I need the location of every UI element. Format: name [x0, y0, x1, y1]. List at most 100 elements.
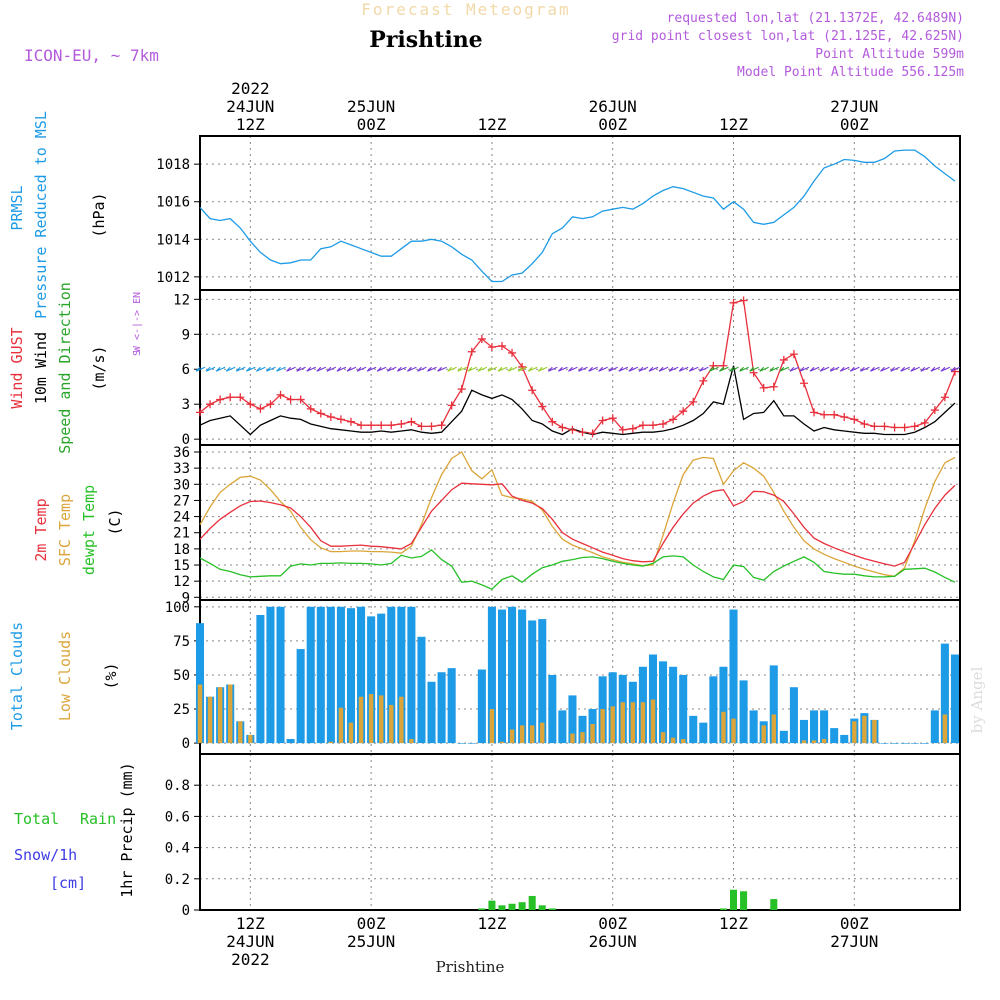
compass-south: S	[132, 350, 143, 356]
wind-direction-arrow	[396, 366, 407, 372]
temp-2m-line	[199, 482, 956, 567]
bottom-time-label: 27JUN	[830, 932, 878, 951]
temp-sfc-label: SFC Temp	[56, 494, 74, 566]
total-cloud-bar	[548, 674, 557, 744]
low-cloud-bar	[731, 718, 736, 744]
low-cloud-bar	[771, 714, 776, 744]
total-cloud-bar	[769, 665, 778, 744]
wind-unit: (m/s)	[90, 345, 108, 390]
wind-direction-arrow	[356, 366, 367, 372]
total-cloud-bar	[930, 710, 939, 744]
wind-direction-arrow	[537, 366, 548, 372]
gust-marker	[326, 413, 335, 422]
wind-direction-arrow	[729, 366, 739, 372]
wind-direction-arrow	[437, 366, 447, 372]
total-cloud-bar	[538, 619, 547, 744]
gust-marker	[920, 418, 929, 427]
precip-rain-label: Rain	[80, 810, 116, 828]
low-cloud-bar	[489, 709, 495, 744]
gust-marker	[860, 420, 869, 429]
rain-bar	[538, 905, 546, 910]
top-time-label: 25JUN	[347, 97, 395, 116]
wind-direction-arrow	[940, 366, 951, 372]
wind-direction-arrow	[870, 366, 880, 372]
gust-marker	[719, 361, 728, 370]
total-cloud-bar	[367, 616, 376, 744]
gust-marker	[568, 425, 577, 434]
total-cloud-bar	[457, 743, 466, 744]
gust-marker	[608, 414, 617, 423]
wind-10m-line	[199, 365, 956, 436]
total-cloud-bar	[739, 680, 748, 744]
low-cloud-bar	[217, 687, 223, 744]
wind-direction-arrow	[618, 366, 629, 372]
low-cloud-bar	[650, 699, 656, 744]
wind-direction-arrow	[306, 366, 316, 372]
top-time-label: 00Z	[840, 115, 869, 134]
wind-direction-arrow	[235, 366, 246, 372]
sfc-temp-line	[199, 451, 956, 577]
low-cloud-bar	[640, 702, 646, 744]
gust-marker	[387, 421, 396, 430]
total-cloud-bar	[326, 606, 335, 744]
total-cloud-bar	[377, 613, 386, 744]
wind-direction-arrow	[568, 366, 578, 372]
gust-marker	[266, 400, 275, 409]
pressure-unit: (hPa)	[90, 192, 108, 237]
total-cloud-bar	[306, 606, 315, 744]
gust-marker	[196, 408, 204, 417]
pressure-line	[199, 149, 956, 283]
total-cloud-bar	[447, 668, 456, 744]
low-cloud-bar	[399, 696, 404, 744]
low-cloud-bar	[519, 725, 525, 744]
dewpt-line	[199, 549, 956, 590]
low-cloud-bar	[570, 733, 575, 744]
model-label: ICON-EU, ~ 7km	[24, 46, 159, 65]
gust-marker	[709, 361, 718, 370]
wind-direction-arrow	[215, 366, 226, 372]
wind-direction-arrow	[769, 366, 780, 372]
y-tick-label: 36	[173, 445, 190, 461]
top-time-label: 24JUN	[226, 97, 274, 116]
low-cloud-bar	[389, 704, 394, 744]
compass-axis: W <-|-> E	[132, 298, 143, 352]
total-cloud-bar	[890, 743, 899, 744]
gust-marker	[830, 410, 839, 419]
total-cloud-bar	[497, 609, 507, 744]
low-cloud-bar	[821, 739, 827, 744]
wind-dir-label: Speed and Direction	[56, 282, 74, 454]
low-cloud-bar	[509, 729, 515, 744]
gust-marker	[558, 423, 567, 432]
wind-direction-arrow	[658, 366, 669, 372]
clouds-low-label: Low Clouds	[56, 631, 74, 721]
total-cloud-bar	[789, 687, 798, 744]
grid-lonlat: grid point closest lon,lat (21.125E, 42.…	[612, 29, 964, 44]
total-cloud-bar	[427, 681, 436, 744]
gust-marker	[840, 413, 849, 422]
wind-direction-arrow	[920, 366, 931, 372]
total-cloud-bar	[346, 608, 356, 744]
total-cloud-bar	[578, 715, 587, 744]
gust-marker	[588, 429, 597, 438]
precip-cm-label: [cm]	[50, 874, 86, 892]
gust-marker	[648, 421, 657, 430]
bottom-time-label: 25JUN	[347, 932, 395, 951]
gust-marker	[316, 409, 325, 418]
gust-marker	[477, 334, 486, 343]
y-tick-label: 18	[173, 542, 190, 558]
total-cloud-bar	[779, 730, 788, 744]
temp-unit: (C)	[106, 508, 124, 535]
total-cloud-bar	[669, 666, 678, 744]
wind-direction-arrow	[507, 366, 518, 372]
total-cloud-bar	[336, 606, 345, 744]
wind-direction-arrow	[829, 366, 840, 372]
total-cloud-bar	[437, 672, 446, 744]
gust-marker	[810, 408, 819, 417]
total-cloud-bar	[719, 666, 728, 744]
gust-marker	[689, 397, 698, 406]
total-cloud-bar	[689, 715, 698, 744]
total-cloud-bar	[950, 654, 959, 744]
gust-marker	[538, 402, 547, 411]
gust-marker	[216, 395, 225, 404]
gust-marker	[669, 415, 678, 424]
